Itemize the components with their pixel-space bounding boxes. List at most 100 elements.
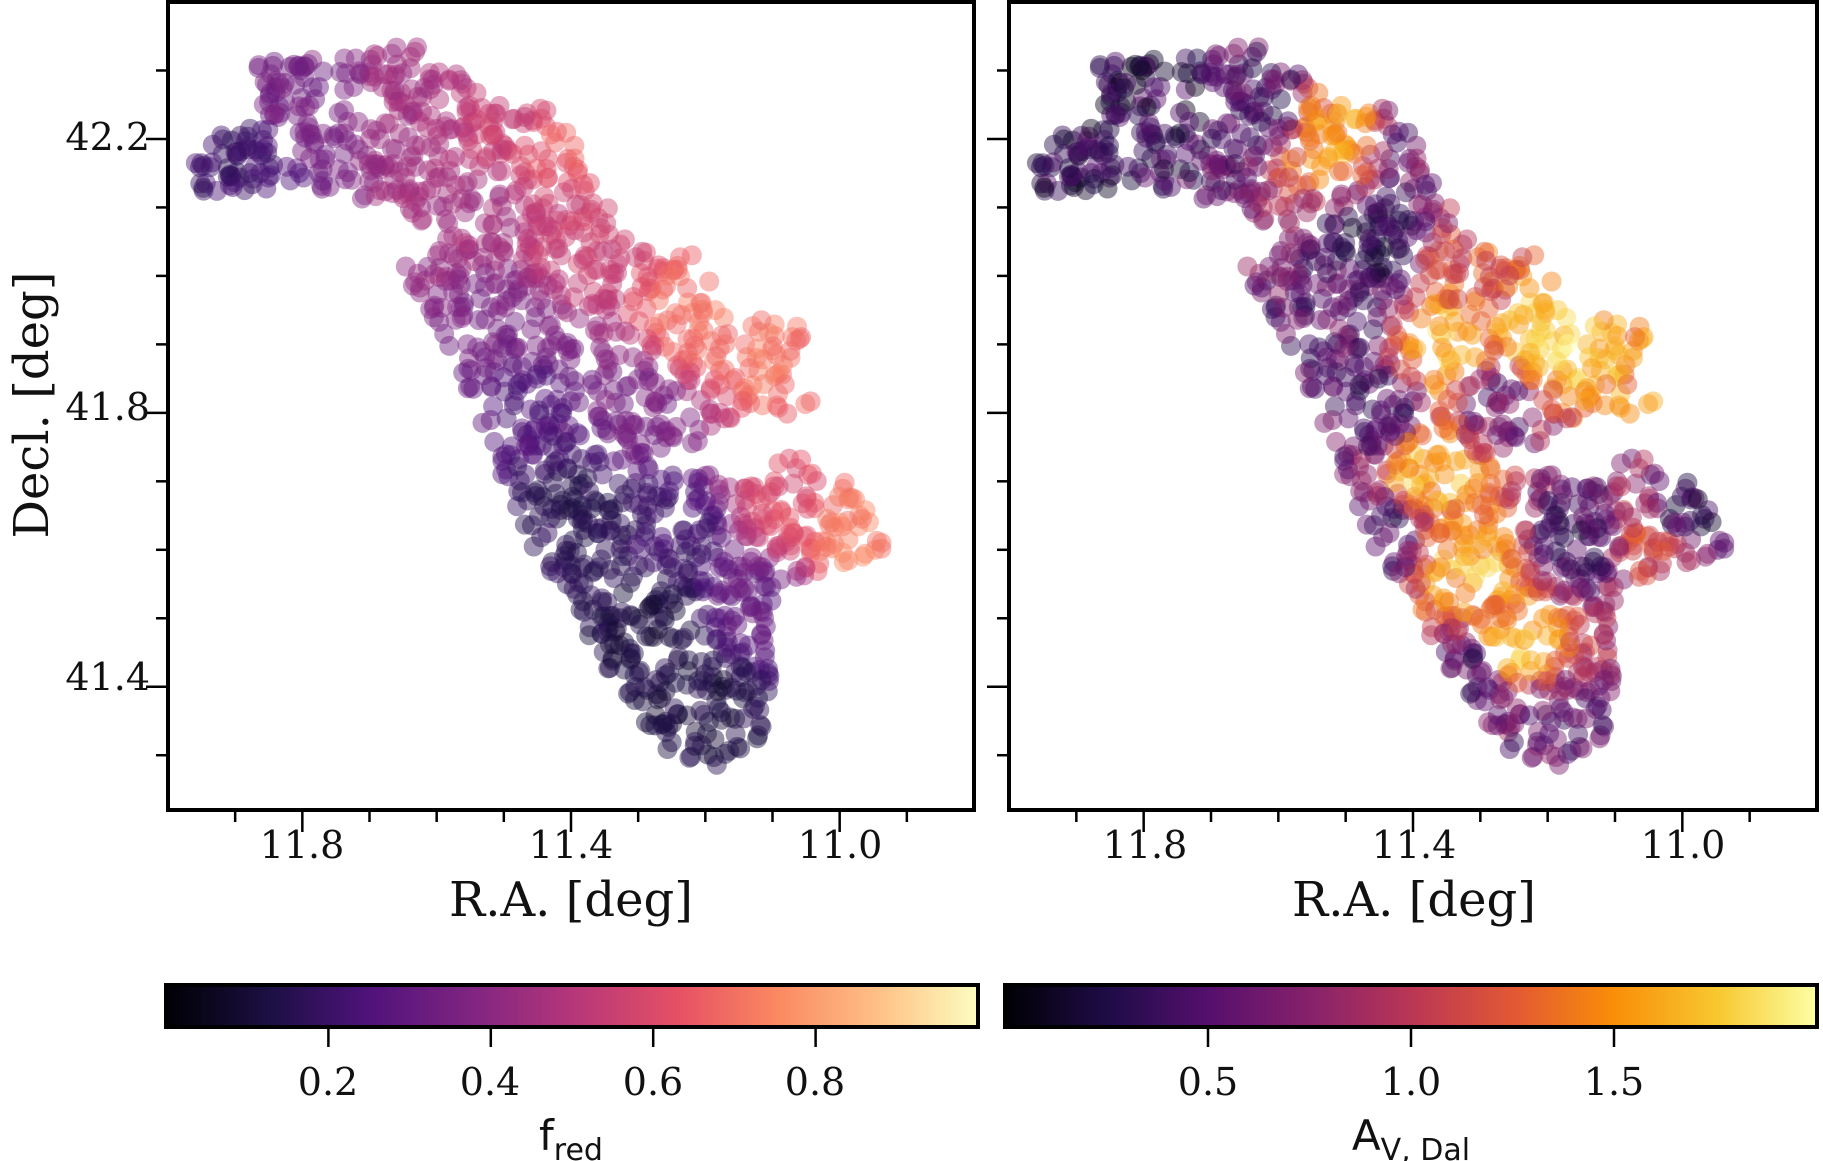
left-ytick-label: 41.8 xyxy=(65,385,150,429)
scatter-point xyxy=(810,541,830,562)
scatter-point xyxy=(1541,711,1562,732)
scatter-point xyxy=(541,335,562,356)
scatter-point xyxy=(605,289,626,310)
scatter-point xyxy=(634,526,655,547)
scatter-point xyxy=(1452,608,1473,629)
scatter-point xyxy=(1552,360,1573,381)
scatter-point xyxy=(764,471,785,492)
scatter-point xyxy=(525,307,546,328)
scatter-point xyxy=(1145,131,1166,152)
scatter-point xyxy=(1554,527,1575,548)
scatter-point xyxy=(1139,54,1160,74)
scatter-point xyxy=(598,618,619,639)
scatter-point xyxy=(741,476,762,497)
scatter-point xyxy=(611,602,632,623)
scatter-point xyxy=(1495,279,1516,300)
scatter-point xyxy=(1394,490,1415,511)
scatter-point xyxy=(552,403,573,424)
scatter-point xyxy=(1595,509,1616,530)
scatter-point xyxy=(1503,732,1524,753)
scatter-point xyxy=(561,339,582,360)
scatter-point xyxy=(1493,469,1514,490)
scatter-point xyxy=(1478,416,1499,437)
scatter-point xyxy=(766,536,787,557)
scatter-point xyxy=(794,565,815,586)
scatter-point xyxy=(1191,150,1212,171)
scatter-point xyxy=(1429,400,1450,421)
scatter-point xyxy=(427,126,448,147)
scatter-point xyxy=(1569,614,1590,635)
scatter-point xyxy=(635,712,656,733)
scatter-point xyxy=(1398,122,1419,143)
scatter-point xyxy=(1271,267,1292,288)
scatter-point xyxy=(1395,182,1416,203)
scatter-point xyxy=(386,37,407,58)
scatter-point xyxy=(1398,431,1419,452)
scatter-point xyxy=(1355,113,1376,134)
scatter-point xyxy=(1577,478,1598,499)
scatter-point xyxy=(721,513,742,534)
scatter-point xyxy=(581,498,602,519)
scatter-point xyxy=(1442,259,1463,280)
scatter-point xyxy=(641,595,662,615)
scatter-point xyxy=(457,126,478,147)
left-xtick-label: 11.0 xyxy=(798,823,883,867)
scatter-point xyxy=(1266,295,1286,316)
scatter-point xyxy=(1576,378,1597,399)
scatter-point xyxy=(459,239,479,260)
scatter-point xyxy=(593,322,614,343)
scatter-point xyxy=(663,593,684,614)
scatter-point xyxy=(1601,671,1622,691)
scatter-point xyxy=(193,155,214,176)
scatter-point xyxy=(563,156,584,177)
scatter-point xyxy=(824,533,845,554)
scatter-point xyxy=(1133,141,1154,161)
scatter-point xyxy=(1278,167,1299,188)
scatter-point xyxy=(491,139,512,160)
scatter-point xyxy=(1118,156,1138,177)
scatter-point xyxy=(1534,299,1555,320)
scatter-point xyxy=(668,646,689,667)
scatter-point xyxy=(1331,237,1352,258)
scatter-point xyxy=(1593,600,1613,621)
scatter-point xyxy=(1265,307,1286,328)
scatter-point xyxy=(493,367,514,388)
scatter-point xyxy=(780,527,801,548)
scatter-point xyxy=(1549,525,1570,546)
scatter-point xyxy=(337,130,358,151)
scatter-point xyxy=(610,513,631,534)
scatter-point xyxy=(1308,109,1329,130)
scatter-point xyxy=(713,556,734,577)
scatter-point xyxy=(557,172,578,193)
scatter-point xyxy=(641,340,662,361)
scatter-point xyxy=(1342,445,1363,466)
scatter-point xyxy=(1597,647,1618,668)
scatter-point xyxy=(483,332,504,353)
scatter-point xyxy=(1429,294,1449,315)
scatter-point xyxy=(1617,374,1638,395)
scatter-point xyxy=(1579,519,1600,540)
scatter-point xyxy=(482,124,503,145)
scatter-point xyxy=(1390,269,1411,290)
scatter-point xyxy=(1400,415,1421,436)
scatter-point xyxy=(621,440,642,461)
scatter-point xyxy=(1339,258,1360,279)
scatter-point xyxy=(1288,297,1309,318)
scatter-point xyxy=(745,518,766,539)
scatter-point xyxy=(1379,338,1399,359)
scatter-point xyxy=(670,247,690,268)
scatter-point xyxy=(1292,70,1313,91)
scatter-point xyxy=(809,553,830,574)
scatter-point xyxy=(635,387,656,408)
scatter-point xyxy=(1136,97,1157,118)
scatter-point xyxy=(742,547,762,568)
scatter-point xyxy=(313,123,334,144)
scatter-point xyxy=(503,395,524,416)
scatter-point xyxy=(514,222,535,243)
scatter-point xyxy=(1522,620,1543,641)
scatter-point xyxy=(1560,631,1581,652)
scatter-point xyxy=(1344,356,1365,377)
scatter-point xyxy=(786,566,807,587)
scatter-point xyxy=(1371,400,1391,421)
scatter-point xyxy=(1439,492,1460,513)
